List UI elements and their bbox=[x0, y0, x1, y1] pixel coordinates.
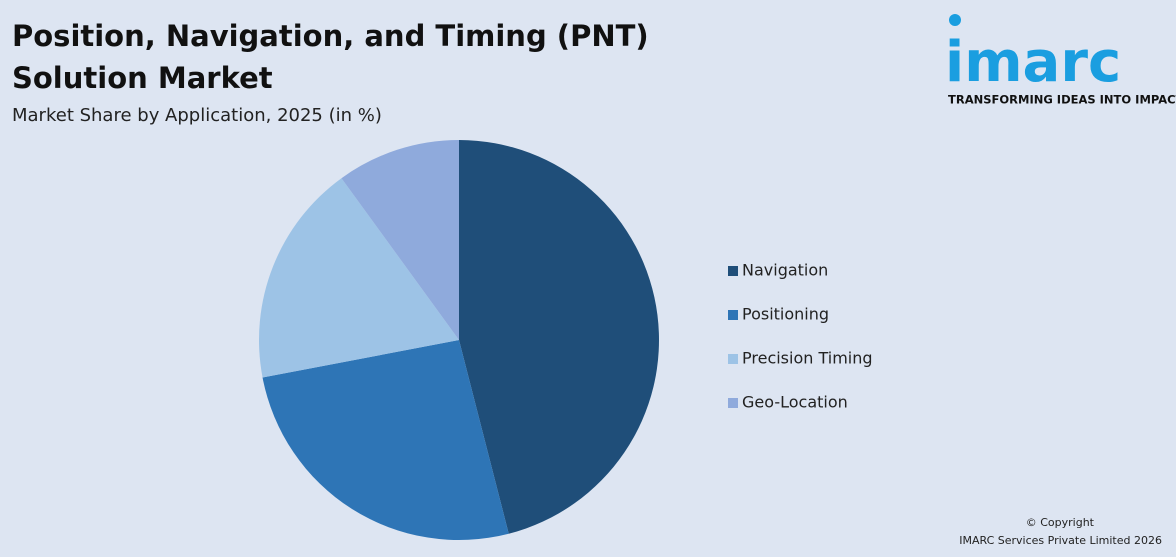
pie-slice bbox=[459, 140, 659, 534]
legend-swatch bbox=[728, 398, 738, 408]
legend-swatch bbox=[728, 310, 738, 320]
chart-title: Position, Navigation, and Timing (PNT) bbox=[12, 19, 649, 53]
copyright: © Copyright bbox=[1026, 516, 1095, 529]
legend-label: Geo-Location bbox=[742, 393, 848, 412]
legend-swatch bbox=[728, 266, 738, 276]
legend-label: Positioning bbox=[742, 305, 829, 324]
logo-dot bbox=[949, 14, 961, 26]
chart-title-continued: Solution Market bbox=[12, 61, 273, 95]
legend-label: Precision Timing bbox=[742, 349, 873, 368]
logo-tagline: TRANSFORMING IDEAS INTO IMPACT bbox=[948, 93, 1176, 107]
pie-slice bbox=[262, 340, 509, 540]
legend-label: Navigation bbox=[742, 261, 828, 280]
legend-swatch bbox=[728, 354, 738, 364]
pie-slice bbox=[341, 140, 459, 340]
logo-name: imarc bbox=[945, 30, 1121, 95]
pie-slice bbox=[258, 178, 459, 378]
company: IMARC Services Private Limited 2026 bbox=[959, 534, 1162, 547]
chart-subtitle: Market Share by Application, 2025 (in %) bbox=[12, 105, 382, 126]
